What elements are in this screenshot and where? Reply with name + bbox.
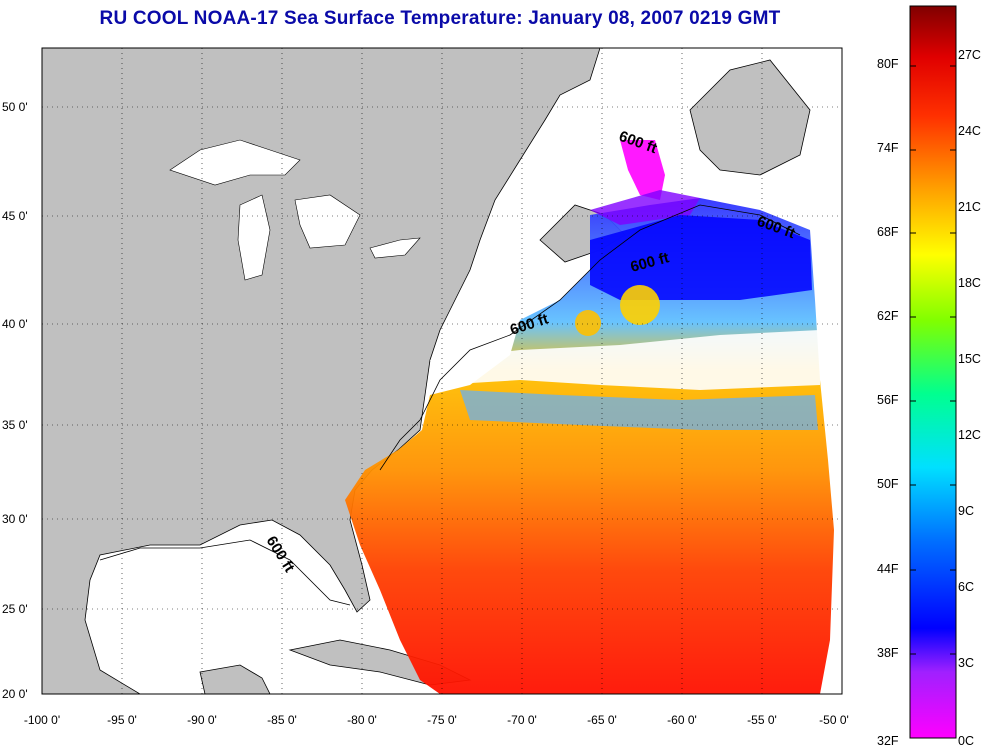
colorbar-c-label: 6C — [958, 580, 974, 594]
great-lakes — [169, 139, 301, 186]
colorbar-c-label: 21C — [958, 200, 981, 214]
colorbar-f-label: 56F — [877, 393, 899, 407]
lon-label: -80 0' — [347, 713, 377, 727]
colorbar-f-label: 38F — [877, 646, 899, 660]
colorbar-c-label: 24C — [958, 124, 981, 138]
map-gridlines — [42, 48, 842, 694]
colorbar-f-label: 50F — [877, 477, 899, 491]
colorbar-c-label: 3C — [958, 656, 974, 670]
colorbar-c-label: 9C — [958, 504, 974, 518]
colorbar-c-label: 18C — [958, 276, 981, 290]
colorbar-f-label: 44F — [877, 562, 899, 576]
north-america-land — [42, 48, 601, 694]
colorbar-f-label: 80F — [877, 57, 899, 71]
colorbar — [909, 5, 957, 739]
colorbar-f-label: 32F — [877, 734, 899, 748]
lat-label: 20 0' — [2, 687, 28, 701]
colorbar-c-label: 15C — [958, 352, 981, 366]
lon-label: -75 0' — [427, 713, 457, 727]
map-border — [41, 47, 843, 695]
colorbar-f-label: 74F — [877, 141, 899, 155]
lat-label: 50 0' — [2, 100, 28, 114]
lon-label: -60 0' — [667, 713, 697, 727]
lat-label: 45 0' — [2, 209, 28, 223]
colorbar-c-label: 12C — [958, 428, 981, 442]
lon-label: -100 0' — [24, 713, 60, 727]
longitude-labels: -100 0' -95 0' -90 0' -85 0' -80 0' -75 … — [24, 713, 849, 727]
lon-label: -50 0' — [819, 713, 849, 727]
lat-label: 35 0' — [2, 418, 28, 432]
lon-label: -55 0' — [747, 713, 777, 727]
isobath-600ft — [99, 204, 801, 606]
colorbar-ticks — [910, 65, 956, 655]
lat-label: 40 0' — [2, 317, 28, 331]
lon-label: -70 0' — [507, 713, 537, 727]
colorbar-f-label: 62F — [877, 309, 899, 323]
lon-label: -95 0' — [107, 713, 137, 727]
lat-label: 25 0' — [2, 602, 28, 616]
sst-data-region — [345, 198, 834, 694]
colorbar-f-label: 68F — [877, 225, 899, 239]
chart-title: RU COOL NOAA-17 Sea Surface Temperature:… — [99, 8, 781, 29]
lat-label: 30 0' — [2, 512, 28, 526]
lon-label: -90 0' — [187, 713, 217, 727]
latitude-labels: 50 0' 45 0' 40 0' 35 0' 30 0' 25 0' 20 0… — [2, 100, 28, 701]
colorbar-c-label: 27C — [958, 48, 981, 62]
lon-label: -65 0' — [587, 713, 617, 727]
lon-label: -85 0' — [267, 713, 297, 727]
colorbar-c-label: 0C — [958, 734, 974, 748]
